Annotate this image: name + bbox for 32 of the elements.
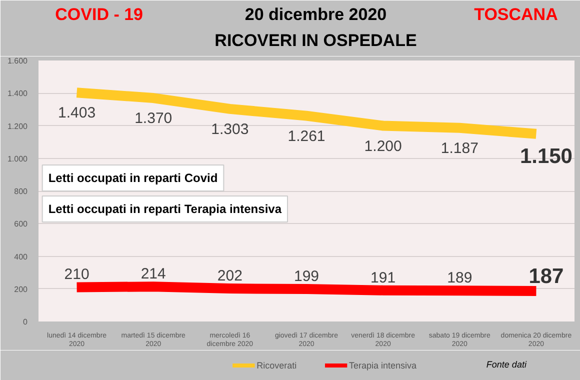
y-tick-label: 0 [23, 318, 28, 326]
y-tick-label: 200 [14, 284, 28, 294]
data-label: 191 [370, 269, 396, 286]
data-label: 1.261 [288, 128, 326, 145]
y-tick-label: 1.200 [7, 122, 28, 131]
annotation: Letti occupati in reparti Covid [48, 170, 218, 185]
data-label: 189 [447, 270, 472, 287]
data-label: 202 [217, 268, 242, 285]
y-tick-label: 1.400 [7, 89, 28, 98]
data-label: 199 [294, 268, 320, 286]
y-tick-label: 1.000 [7, 154, 28, 164]
data-label: 1.303 [211, 120, 249, 138]
y-tick-label: 1.600 [7, 56, 28, 66]
data-label: 214 [140, 266, 166, 283]
legend-label: Ricoverati [256, 360, 297, 370]
data-label: 1.370 [134, 110, 172, 128]
data-label: 1.187 [440, 140, 478, 157]
chart-title: 20 dicembre 2020 [244, 5, 387, 24]
chart-subtitle: RICOVERI IN OSPEDALE [214, 31, 417, 50]
y-tick-label: 400 [14, 252, 28, 262]
y-tick-label: 800 [14, 187, 28, 196]
data-label: 210 [64, 266, 90, 284]
annotation: Letti occupati in reparti Terapia intensiva [48, 202, 282, 216]
data-label: 1.403 [58, 104, 96, 122]
text: COVID - 19 [55, 5, 143, 24]
text: TOSCANA [474, 5, 558, 24]
y-tick-label: 600 [14, 220, 28, 229]
data-label: 187 [528, 264, 564, 288]
data-label: 1.150 [520, 144, 572, 168]
source-note: Fonte dati [486, 360, 528, 370]
legend-label: Terapia intensiva [349, 360, 417, 370]
data-label: 1.200 [364, 138, 402, 155]
